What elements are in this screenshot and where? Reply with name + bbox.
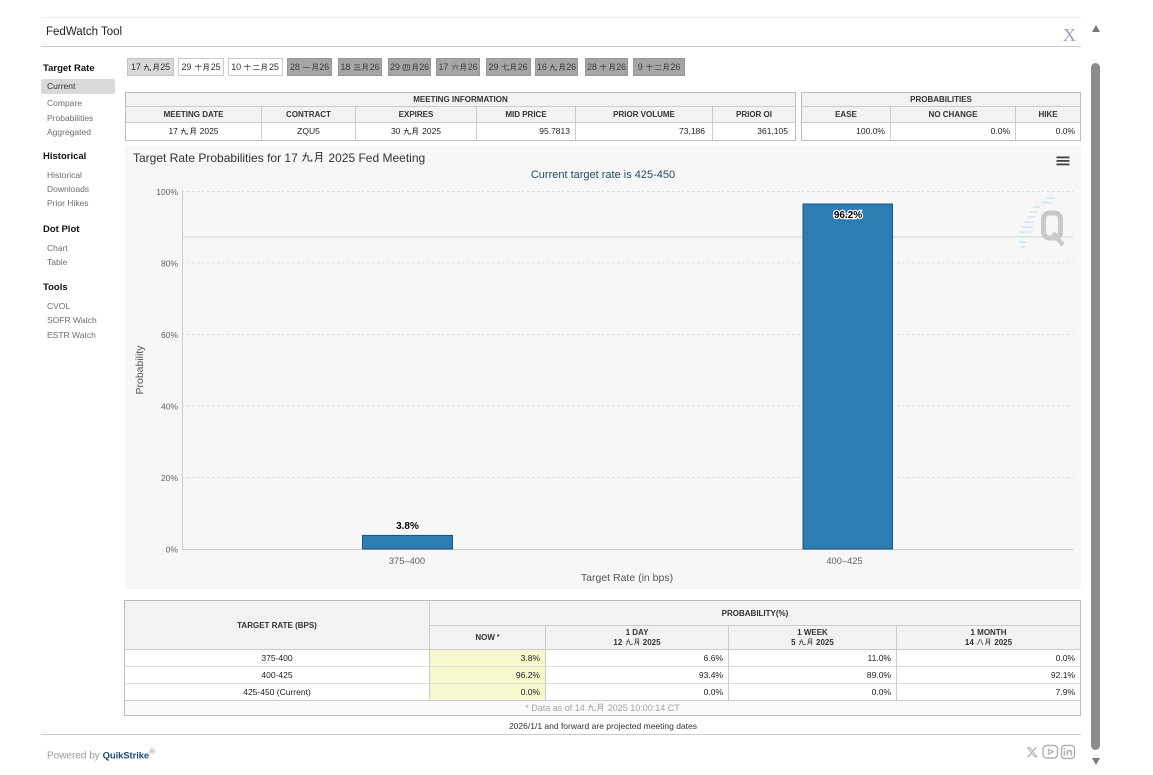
svg-text:20%: 20%: [161, 473, 178, 483]
svg-text:Target Rate (in bps): Target Rate (in bps): [581, 572, 673, 584]
svg-text:400–425: 400–425: [826, 556, 862, 566]
svg-text:Probability: Probability: [134, 345, 146, 395]
svg-text:96.2%: 96.2%: [834, 210, 862, 221]
svg-text:375–400: 375–400: [389, 556, 425, 566]
svg-text:100%: 100%: [156, 187, 178, 197]
svg-text:60%: 60%: [161, 330, 178, 340]
svg-text:3.8%: 3.8%: [396, 521, 419, 532]
svg-text:0%: 0%: [166, 545, 179, 555]
svg-text:40%: 40%: [161, 402, 178, 412]
svg-text:80%: 80%: [161, 259, 178, 269]
